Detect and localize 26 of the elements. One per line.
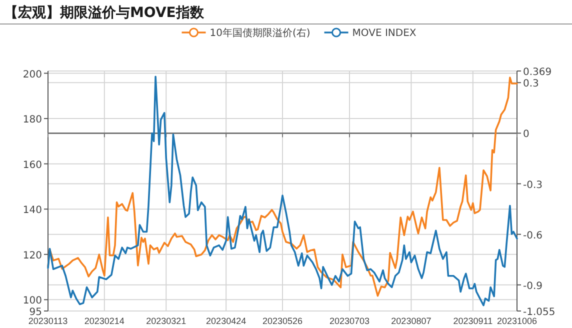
x-tick-label: 20230424 (206, 316, 246, 326)
x-tick-label: 20231006 (496, 316, 538, 326)
y-tick-label: 200 (22, 69, 42, 80)
chart-title: 【宏观】期限溢价与MOVE指数 (4, 4, 205, 21)
y2-tick-label: 0 (523, 129, 530, 140)
y2-tick-label: -0.9 (523, 280, 543, 292)
x-tick-label: 20230911 (453, 316, 493, 326)
y-tick-label: 100 (22, 296, 42, 307)
x-tick-label: 20230526 (262, 316, 303, 326)
legend-label: MOVE INDEX (352, 28, 416, 39)
y2-tick-label: 0.3 (523, 78, 539, 90)
y-tick-label: 140 (22, 205, 42, 216)
y2-tick-label: 0.369 (523, 67, 552, 78)
x-tick-label: 20230321 (146, 316, 186, 326)
y2-tick-label: -0.6 (523, 230, 543, 242)
y-tick-label: 95 (29, 307, 42, 318)
legend-label: 10年国债期限溢价(右) (210, 27, 310, 39)
x-tick-label: 20230214 (84, 316, 124, 326)
x-tick-label: 20230703 (329, 316, 370, 326)
x-tick-label: 20230113 (28, 316, 68, 326)
y-tick-label: 120 (22, 250, 42, 262)
x-tick-label: 20230807 (391, 316, 432, 326)
y2-tick-label: -1.055 (523, 307, 556, 318)
y-tick-label: 180 (22, 114, 42, 126)
y2-tick-label: -0.3 (523, 180, 543, 191)
y-tick-label: 160 (22, 160, 42, 171)
